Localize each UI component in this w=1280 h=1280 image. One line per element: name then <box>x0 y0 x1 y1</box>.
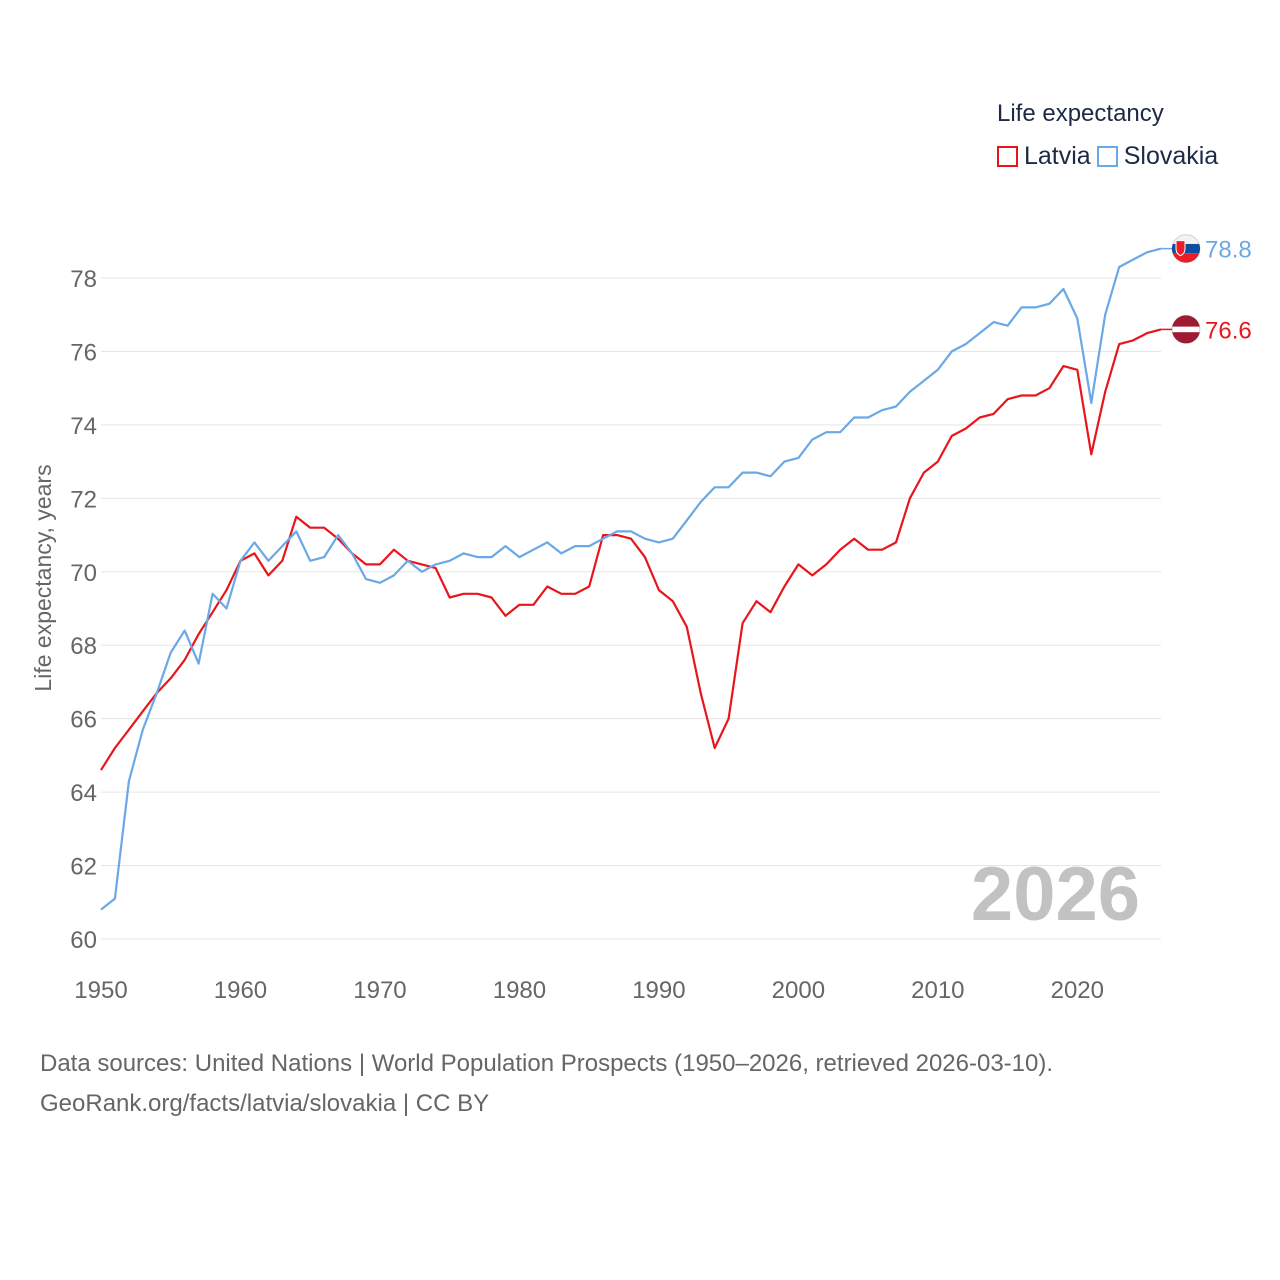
x-axis-tick-labels: 1950 1960 1970 1980 1990 2000 2010 2020 <box>74 977 1104 1004</box>
series-line-latvia[interactable] <box>100 328 1162 771</box>
end-value-label-latvia: 76.6 <box>1205 317 1252 344</box>
y-tick-label: 78 <box>70 266 97 293</box>
legend: Latvia Slovakia <box>997 142 1224 171</box>
series-line-slovakia[interactable] <box>100 247 1162 911</box>
y-tick-label: 70 <box>70 560 97 587</box>
x-tick-label: 1960 <box>214 977 267 1004</box>
y-tick-label: 74 <box>70 413 97 440</box>
slovakia-flag-icon <box>1172 234 1200 263</box>
x-tick-label: 2000 <box>772 977 825 1004</box>
y-tick-label: 72 <box>70 486 97 513</box>
y-tick-label: 62 <box>70 854 97 881</box>
y-tick-label: 60 <box>70 927 97 954</box>
legend-label-latvia: Latvia <box>1024 142 1091 170</box>
source-line-1: Data sources: United Nations | World Pop… <box>40 1050 1054 1077</box>
y-tick-label: 64 <box>70 780 97 807</box>
y-tick-label: 66 <box>70 707 97 734</box>
y-axis-label: Life expectancy, years <box>30 464 56 691</box>
year-watermark: 2026 <box>971 852 1140 937</box>
legend-label-slovakia: Slovakia <box>1123 142 1219 170</box>
source-note: Data sources: United Nations | World Pop… <box>40 1044 1053 1124</box>
legend-swatch-latvia <box>997 146 1018 167</box>
x-tick-label: 1980 <box>493 977 546 1004</box>
grid-lines <box>101 277 1161 940</box>
legend-item-slovakia[interactable]: Slovakia <box>1096 142 1219 171</box>
x-tick-label: 1950 <box>74 977 127 1004</box>
series-end-markers: 76.6 78.8 <box>1161 234 1252 344</box>
y-tick-label: 68 <box>70 633 97 660</box>
legend-title: Life expectancy <box>997 100 1164 127</box>
end-value-label-slovakia: 78.8 <box>1205 237 1252 264</box>
y-axis-tick-labels: 60 62 64 66 68 70 72 74 76 78 <box>70 266 97 954</box>
series-lines <box>100 247 1162 911</box>
latvia-flag-icon <box>1172 315 1200 344</box>
x-tick-label: 1990 <box>632 977 685 1004</box>
x-tick-label: 1970 <box>353 977 406 1004</box>
legend-swatch-slovakia <box>1096 146 1118 167</box>
x-tick-label: 2020 <box>1051 977 1104 1004</box>
y-tick-label: 76 <box>70 339 97 366</box>
legend-item-latvia[interactable]: Latvia <box>997 142 1091 171</box>
source-line-2[interactable]: GeoRank.org/facts/latvia/slovakia | CC B… <box>40 1090 490 1117</box>
x-tick-label: 2010 <box>911 977 964 1004</box>
